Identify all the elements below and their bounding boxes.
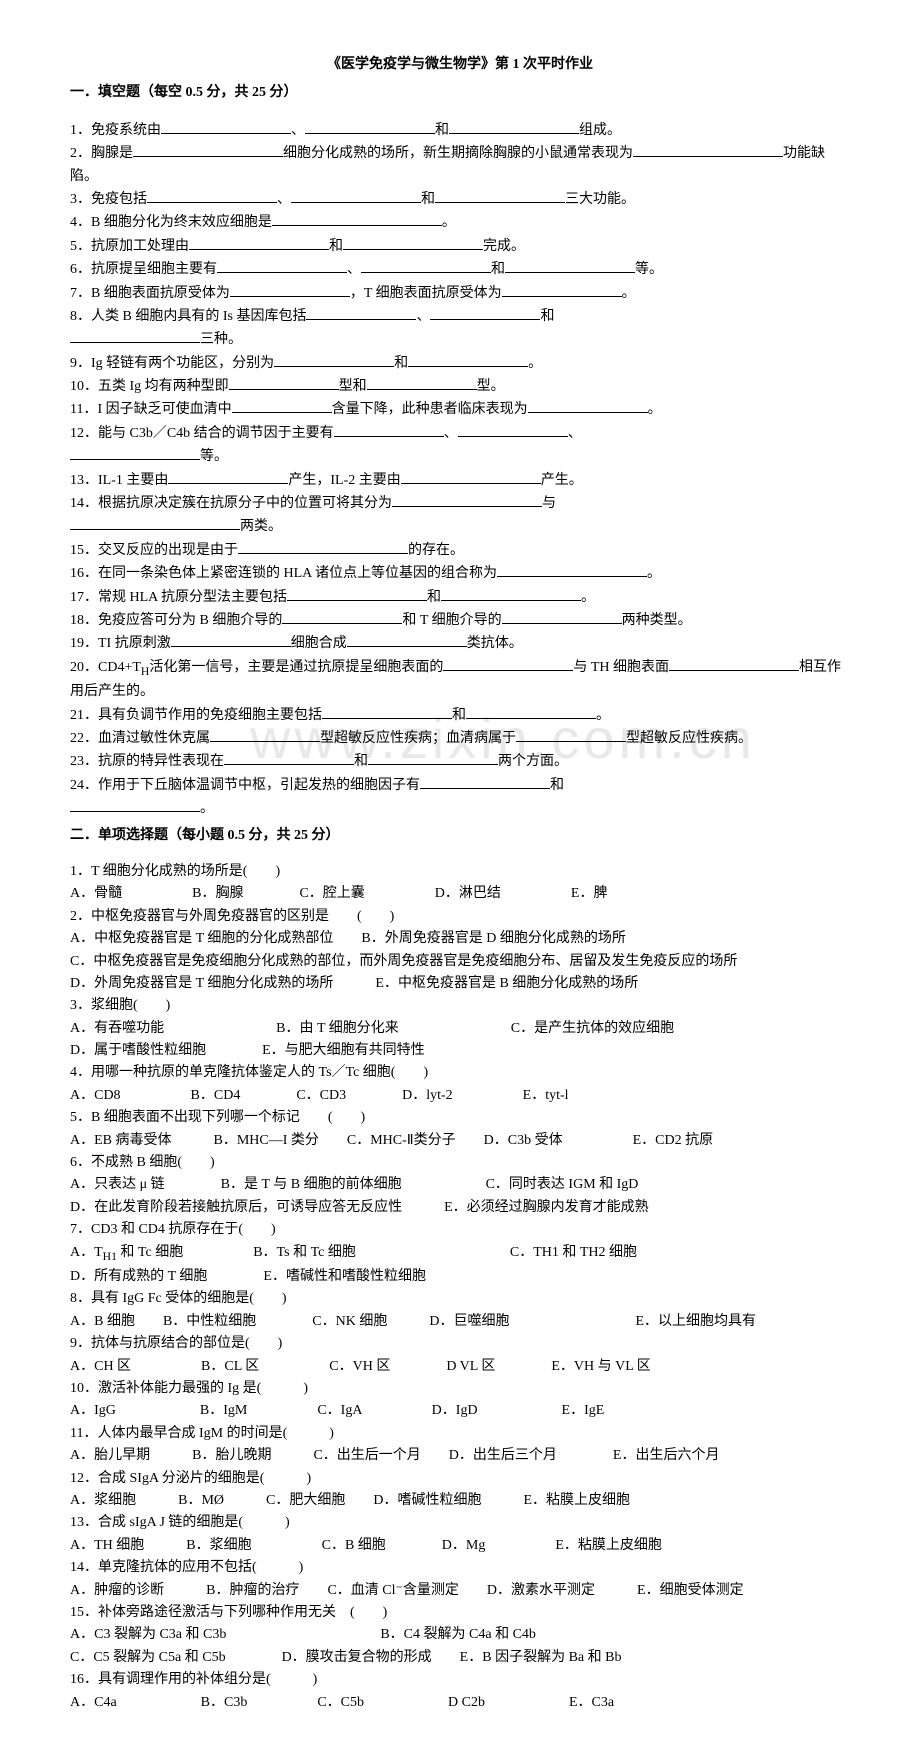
mc-q5-opts: A．EB 病毒受体 B．MHC—I 类分 C．MHC-Ⅱ类分子 D．C3b 受体… — [70, 1130, 850, 1152]
mc-q13-stem: 13．合成 sIgA J 链的细胞是( ) — [70, 1512, 850, 1534]
fill-q2: 2．胸腺是细胞分化成熟的场所，新生期摘除胸腺的小鼠通常表现为功能缺陷。 — [70, 142, 850, 188]
mc-q1-opts: A．骨髓 B．胸腺 C．腔上囊 D．淋巴结 E．脾 — [70, 883, 850, 905]
fill-q8: 8．人类 B 细胞内具有的 Is 基因库包括、和 — [70, 305, 850, 328]
mc-q11-opts: A．胎儿早期 B．胎儿晚期 C．出生后一个月 D．出生后三个月 E．出生后六个月 — [70, 1445, 850, 1467]
fill-q23: 23．抗原的特异性表现在和两个方面。 — [70, 750, 850, 773]
mc-q6-stem: 6．不成熟 B 细胞( ) — [70, 1152, 850, 1174]
mc-q2-d: D．外周免疫器官是 T 细胞分化成熟的场所 E．中枢免疫器官是 B 细胞分化成熟… — [70, 973, 850, 995]
mc-q11-stem: 11．人体内最早合成 IgM 的时间是( ) — [70, 1423, 850, 1445]
fill-q12b: 等。 — [70, 445, 850, 468]
fill-q15: 15．交叉反应的出现是由于的存在。 — [70, 539, 850, 562]
fill-q4: 4．B 细胞分化为终末效应细胞是。 — [70, 211, 850, 234]
mc-q14-opts: A．肿瘤的诊断 B．肿瘤的治疗 C．血清 Cl⁻含量测定 D．激素水平测定 E．… — [70, 1580, 850, 1602]
mc-q8-stem: 8．具有 IgG Fc 受体的细胞是( ) — [70, 1288, 850, 1310]
fill-q7: 7．B 细胞表面抗原受体为，T 细胞表面抗原受体为。 — [70, 282, 850, 305]
mc-q6-d: D．在此发育阶段若接触抗原后，可诱导应答无反应性 E．必须经过胸腺内发育才能成熟 — [70, 1197, 850, 1219]
fill-q18: 18．免疫应答可分为 B 细胞介导的和 T 细胞介导的两种类型。 — [70, 609, 850, 632]
mc-q5-stem: 5．B 细胞表面不出现下列哪一个标记 ( ) — [70, 1107, 850, 1129]
mc-q4-stem: 4．用哪一种抗原的单克隆抗体鉴定人的 Ts／Tc 细胞( ) — [70, 1062, 850, 1084]
mc-q10-stem: 10．激活补体能力最强的 Ig 是( ) — [70, 1378, 850, 1400]
fill-q22: 22．血清过敏性休克属型超敏反应性疾病；血清病属于型超敏反应性疾病。 — [70, 727, 850, 750]
fill-q14b: 两类。 — [70, 515, 850, 538]
mc-q15-c: C．C5 裂解为 C5a 和 C5b D．膜攻击复合物的形成 E．B 因子裂解为… — [70, 1647, 850, 1669]
mc-q3-stem: 3．浆细胞( ) — [70, 995, 850, 1017]
fill-q24: 24．作用于下丘脑体温调节中枢，引起发热的细胞因子有和 — [70, 774, 850, 797]
document-title: 《医学免疫学与微生物学》第 1 次平时作业 — [70, 54, 850, 76]
fill-q16: 16．在同一条染色体上紧密连锁的 HLA 诸位点上等位基因的组合称为。 — [70, 562, 850, 585]
fill-q17: 17．常规 HLA 抗原分型法主要包括和。 — [70, 586, 850, 609]
mc-q2-c: C．中枢免疫器官是免疫细胞分化成熟的部位，而外周免疫器官是免疫细胞分布、居留及发… — [70, 951, 850, 973]
fill-q6: 6．抗原提呈细胞主要有、和等。 — [70, 258, 850, 281]
mc-q9-opts: A．CH 区 B．CL 区 C．VH 区 D VL 区 E．VH 与 VL 区 — [70, 1356, 850, 1378]
mc-q12-stem: 12．合成 SIgA 分泌片的细胞是( ) — [70, 1468, 850, 1490]
fill-q21: 21．具有负调节作用的免疫细胞主要包括和。 — [70, 704, 850, 727]
mc-q13-opts: A．TH 细胞 B．浆细胞 C．B 细胞 D．Mg E．粘膜上皮细胞 — [70, 1535, 850, 1557]
mc-q3-a: A．有吞噬功能 B．由 T 细胞分化来 C．是产生抗体的效应细胞 — [70, 1018, 850, 1040]
mc-q3-d: D．属于嗜酸性粒细胞 E．与肥大细胞有共同特性 — [70, 1040, 850, 1062]
fill-q19: 19．TI 抗原刺激细胞合成类抗体。 — [70, 632, 850, 655]
mc-q15-stem: 15．补体旁路途径激活与下列哪种作用无关 ( ) — [70, 1602, 850, 1624]
fill-q11: 11．I 因子缺乏可使血清中含量下降，此种患者临床表现为。 — [70, 398, 850, 421]
section1-head: 一．填空题（每空 0.5 分，共 25 分） — [70, 82, 850, 104]
mc-q16-stem: 16．具有调理作用的补体组分是( ) — [70, 1669, 850, 1691]
mc-q2-stem: 2．中枢免疫器官与外周免疫器官的区别是 ( ) — [70, 906, 850, 928]
mc-q10-opts: A．IgG B．IgM C．IgA D．IgD E．IgE — [70, 1400, 850, 1422]
fill-q14: 14．根据抗原决定簇在抗原分子中的位置可将其分为与 — [70, 492, 850, 515]
fill-q12: 12．能与 C3b／C4b 结合的调节因于主要有、、 — [70, 422, 850, 445]
mc-q9-stem: 9．抗体与抗原结合的部位是( ) — [70, 1333, 850, 1355]
fill-q20: 20．CD4+TH活化第一信号，主要是通过抗原提呈细胞表面的与 TH 细胞表面相… — [70, 656, 850, 704]
mc-q7-d: D．所有成熟的 T 细胞 E．嗜碱性和嗜酸性粒细胞 — [70, 1266, 850, 1288]
mc-q2-a: A．中枢免疫器官是 T 细胞的分化成熟部位 B．外周免疫器官是 D 细胞分化成熟… — [70, 928, 850, 950]
mc-q14-stem: 14．单克隆抗体的应用不包括( ) — [70, 1557, 850, 1579]
section2-head: 二．单项选择题（每小题 0.5 分，共 25 分） — [70, 825, 850, 847]
fill-q1: 1．免疫系统由、和组成。 — [70, 119, 850, 142]
fill-q3: 3．免疫包括、和三大功能。 — [70, 188, 850, 211]
fill-q10: 10．五类 Ig 均有两种型即型和型。 — [70, 375, 850, 398]
mc-q7-stem: 7．CD3 和 CD4 抗原存在于( ) — [70, 1219, 850, 1241]
mc-q8-opts: A．B 细胞 B．中性粒细胞 C．NK 细胞 D．巨噬细胞 E．以上细胞均具有 — [70, 1311, 850, 1333]
fill-q8b: 三种。 — [70, 328, 850, 351]
mc-q12-opts: A．浆细胞 B．MØ C．肥大细胞 D．嗜碱性粒细胞 E．粘膜上皮细胞 — [70, 1490, 850, 1512]
mc-q6-a: A．只表达 μ 链 B．是 T 与 B 细胞的前体细胞 C．同时表达 IGM 和… — [70, 1174, 850, 1196]
mc-q1-stem: 1．T 细胞分化成熟的场所是( ) — [70, 861, 850, 883]
fill-q9: 9．Ig 轻链有两个功能区，分别为和。 — [70, 352, 850, 375]
mc-q7-a: A．TH1 和 Tc 细胞 B．Ts 和 Tc 细胞 C．TH1 和 TH2 细… — [70, 1242, 850, 1266]
mc-q4-opts: A．CD8 B．CD4 C．CD3 D．lyt-2 E．tyt-l — [70, 1085, 850, 1107]
mc-q16-opts: A．C4a B．C3b C．C5b D C2b E．C3a — [70, 1692, 850, 1714]
fill-q13: 13．IL-1 主要由产生，IL-2 主要由产生。 — [70, 469, 850, 492]
mc-q15-a: A．C3 裂解为 C3a 和 C3b B．C4 裂解为 C4a 和 C4b — [70, 1624, 850, 1646]
fill-q5: 5．抗原加工处理由和完成。 — [70, 235, 850, 258]
fill-q24b: 。 — [70, 797, 850, 820]
